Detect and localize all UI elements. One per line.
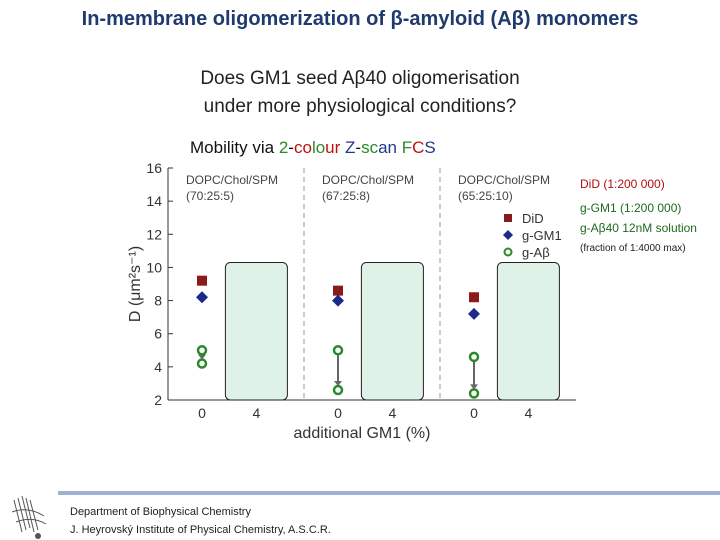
y-axis-label: D (μm²s⁻¹): [127, 246, 144, 322]
data-point-did: [197, 275, 207, 286]
y-tick-label: 16: [146, 160, 162, 176]
footer-department: Department of Biophysical Chemistry: [70, 506, 251, 518]
group-label-line1: DOPC/Chol/SPM: [186, 173, 278, 187]
x-tick-label: 4: [253, 405, 261, 421]
footer-bar: [58, 491, 720, 495]
mobility-ur: ur: [325, 138, 341, 157]
ab-arrow-head: [470, 384, 478, 390]
mobility-dash2: -: [355, 138, 362, 157]
side-label-did: DiD (1:200 000): [580, 177, 665, 191]
data-point-ggm1: [196, 291, 208, 304]
mobility-z: Z: [345, 138, 356, 157]
question-line-2: under more physiological conditions?: [203, 96, 517, 117]
x-axis-label: additional GM1 (%): [294, 425, 431, 442]
legend-label: g-GM1: [522, 228, 562, 243]
x-tick-label: 0: [470, 405, 478, 421]
mobility-c: C: [412, 138, 425, 157]
legend-label: g-Aβ: [522, 245, 550, 260]
mobility-2: 2: [278, 138, 289, 157]
mobility-s: S: [424, 138, 436, 157]
y-tick-label: 8: [154, 293, 162, 309]
mobility-sc: sc: [361, 138, 379, 157]
y-tick-label: 12: [146, 226, 162, 242]
side-label-gab: g-Aβ40 12nM solution: [580, 221, 697, 235]
data-point-ggm1: [468, 307, 480, 320]
x-tick-label: 4: [389, 405, 397, 421]
y-tick-label: 2: [154, 392, 162, 408]
group-label-line1: DOPC/Chol/SPM: [322, 173, 414, 187]
mobility-co: co: [293, 138, 312, 157]
slide-title: In-membrane oligomerization of β-amyloid…: [81, 8, 639, 30]
mobility-prefix: Mobility via: [190, 138, 275, 157]
group-label-line2: (67:25:8): [322, 189, 370, 203]
question-line-1: Does GM1 seed Aβ40 oligomerisation: [200, 68, 520, 89]
group-label-line2: (65:25:10): [458, 189, 513, 203]
legend-marker-did: [504, 214, 512, 222]
side-label-ggm1: g-GM1 (1:200 000): [580, 201, 682, 215]
data-point-gab-end: [468, 388, 480, 399]
y-tick-label: 10: [146, 259, 162, 275]
highlight-box: [496, 261, 560, 401]
data-point-ggm1: [332, 294, 344, 307]
data-point-did: [469, 292, 479, 303]
side-label-fraction: (fraction of 1:4000 max): [580, 243, 686, 254]
y-tick-label: 14: [146, 193, 162, 209]
data-point-gab-start: [332, 345, 344, 356]
y-tick-label: 6: [154, 326, 162, 342]
x-tick-label: 0: [334, 405, 342, 421]
data-point-gab-end: [196, 358, 208, 369]
x-tick-label: 0: [198, 405, 206, 421]
legend-label: DiD: [522, 211, 544, 226]
mobility-lo: lo: [311, 138, 326, 157]
institute-logo: [11, 495, 47, 539]
mobility-heading: Mobility via 2-colour Z-scan FCS: [190, 138, 436, 158]
legend-marker-gab: [503, 247, 513, 257]
mobility-an: an: [378, 138, 398, 157]
group-label-line1: DOPC/Chol/SPM: [458, 173, 550, 187]
legend-marker-ggm1: [503, 230, 513, 240]
ab-arrow-head: [334, 381, 342, 387]
mobility-dash: -: [288, 138, 294, 157]
ab-arrow-head: [198, 354, 206, 360]
data-point-gab-end: [332, 384, 344, 396]
highlight-box: [360, 261, 424, 401]
group-label-line2: (70:25:5): [186, 189, 234, 203]
footer-institute: J. Heyrovský Institute of Physical Chemi…: [70, 524, 331, 536]
mobility-f: F: [401, 138, 413, 157]
y-tick-label: 4: [154, 359, 162, 375]
x-tick-label: 4: [525, 405, 533, 421]
data-point-gab-start: [196, 345, 208, 356]
data-point-gab-start: [468, 351, 480, 363]
highlight-box: [224, 261, 288, 401]
data-point-did: [333, 285, 343, 296]
